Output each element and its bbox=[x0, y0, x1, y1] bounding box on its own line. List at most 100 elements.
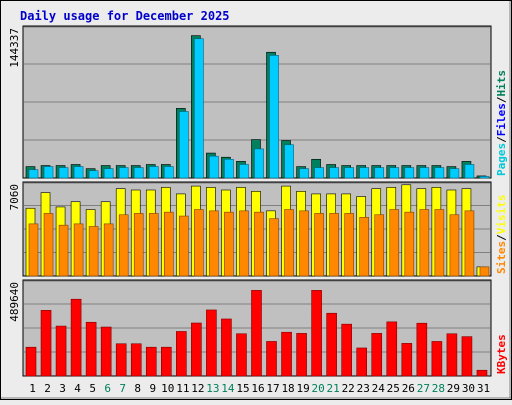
bar-sites-day-25 bbox=[389, 209, 400, 277]
bar-kbytes-day-1 bbox=[25, 346, 37, 377]
bar-files-day-4 bbox=[73, 166, 84, 179]
x-tick-label-day-29: 29 bbox=[447, 382, 460, 395]
bar-sites-day-30 bbox=[464, 210, 475, 277]
x-tick-label-day-7: 7 bbox=[119, 382, 126, 395]
bar-files-day-16 bbox=[254, 148, 264, 179]
bar-sites-day-11 bbox=[179, 215, 189, 277]
x-tick-label-day-30: 30 bbox=[462, 382, 475, 395]
x-tick-label-day-22: 22 bbox=[342, 382, 355, 395]
bar-files-day-13 bbox=[209, 155, 219, 179]
series-legend: KBytes bbox=[495, 334, 508, 374]
bar-kbytes-day-28 bbox=[431, 341, 443, 377]
legend-part: Hits bbox=[495, 70, 508, 97]
bar-sites-day-6 bbox=[103, 223, 114, 277]
bar-sites-day-20 bbox=[314, 213, 324, 277]
bar-sites-day-14 bbox=[224, 211, 234, 277]
x-tick-label-day-28: 28 bbox=[432, 382, 445, 395]
x-tick-label-day-9: 9 bbox=[149, 382, 156, 395]
bar-sites-day-31 bbox=[479, 266, 490, 277]
bar-sites-day-26 bbox=[404, 211, 415, 277]
x-tick-label-day-23: 23 bbox=[357, 382, 370, 395]
bar-kbytes-day-7 bbox=[115, 343, 127, 377]
bar-files-day-9 bbox=[148, 166, 159, 179]
bar-sites-day-16 bbox=[254, 211, 264, 277]
bar-sites-day-8 bbox=[133, 213, 144, 277]
x-tick-label-day-21: 21 bbox=[327, 382, 340, 395]
bar-files-day-14 bbox=[224, 158, 234, 179]
series-legend: Sites/Visits bbox=[495, 195, 508, 275]
bar-kbytes-day-9 bbox=[145, 346, 157, 377]
x-tick-label-day-20: 20 bbox=[312, 382, 325, 395]
legend-part: Pages bbox=[495, 143, 508, 176]
chart-title: Daily usage for December 2025 bbox=[20, 9, 230, 23]
bar-files-day-31 bbox=[479, 176, 490, 179]
bar-sites-day-27 bbox=[419, 209, 430, 277]
panel-visits-sites: 7060 Sites/Visits bbox=[8, 181, 508, 277]
bar-sites-day-5 bbox=[88, 226, 99, 277]
bar-sites-day-9 bbox=[148, 213, 159, 277]
bar-kbytes-day-16 bbox=[251, 290, 262, 377]
bar-kbytes-day-8 bbox=[130, 343, 142, 377]
bar-files-day-19 bbox=[299, 168, 309, 179]
bar-kbytes-day-23 bbox=[356, 347, 368, 377]
bar-sites-day-21 bbox=[329, 213, 339, 277]
legend-part: Visits bbox=[495, 195, 508, 235]
bar-sites-day-22 bbox=[344, 213, 354, 277]
x-tick-label-day-3: 3 bbox=[59, 382, 66, 395]
bar-sites-day-29 bbox=[449, 214, 460, 277]
x-tick-label-day-5: 5 bbox=[89, 382, 96, 395]
bar-sites-day-19 bbox=[299, 210, 309, 277]
bar-files-day-6 bbox=[103, 168, 114, 179]
bar-sites-day-17 bbox=[269, 218, 279, 277]
panel-kbytes: 489640 KBytes bbox=[8, 279, 508, 377]
bar-files-day-11 bbox=[179, 111, 189, 179]
bar-kbytes-day-19 bbox=[296, 333, 307, 377]
bar-files-day-8 bbox=[133, 167, 144, 179]
bar-kbytes-day-30 bbox=[461, 336, 473, 377]
bar-files-day-18 bbox=[284, 144, 294, 179]
bar-files-day-10 bbox=[163, 166, 174, 179]
bar-files-day-12 bbox=[194, 38, 204, 179]
bar-kbytes-day-11 bbox=[176, 331, 187, 377]
bar-sites-day-24 bbox=[374, 214, 385, 277]
x-tick-label-day-31: 31 bbox=[477, 382, 490, 395]
bar-sites-day-28 bbox=[434, 209, 445, 277]
bar-kbytes-day-29 bbox=[446, 333, 458, 377]
x-tick-label-day-25: 25 bbox=[387, 382, 400, 395]
bar-kbytes-day-13 bbox=[206, 309, 217, 377]
bar-kbytes-day-24 bbox=[371, 333, 383, 377]
bar-files-day-27 bbox=[419, 167, 430, 179]
bar-kbytes-day-25 bbox=[386, 321, 398, 377]
x-tick-label-day-10: 10 bbox=[161, 382, 174, 395]
bar-kbytes-day-5 bbox=[85, 321, 97, 377]
x-tick-label-day-2: 2 bbox=[44, 382, 51, 395]
bar-files-day-26 bbox=[404, 167, 415, 179]
legend-part: KBytes bbox=[495, 334, 508, 374]
bar-files-day-7 bbox=[118, 167, 129, 179]
bar-files-day-28 bbox=[434, 167, 445, 179]
bar-files-day-15 bbox=[239, 164, 249, 179]
legend-part: Sites bbox=[495, 241, 508, 274]
bar-files-day-3 bbox=[58, 167, 69, 179]
legend-part: Files bbox=[495, 103, 508, 136]
x-tick-label-day-27: 27 bbox=[417, 382, 430, 395]
bar-files-day-2 bbox=[43, 166, 54, 179]
bar-sites-day-4 bbox=[73, 223, 84, 277]
legend-part: / bbox=[495, 136, 508, 143]
bar-kbytes-day-15 bbox=[236, 333, 247, 377]
bar-kbytes-day-22 bbox=[341, 323, 352, 377]
bar-kbytes-day-3 bbox=[55, 325, 67, 377]
x-tick-label-day-19: 19 bbox=[296, 382, 309, 395]
bar-sites-day-13 bbox=[209, 210, 219, 277]
x-tick-label-day-14: 14 bbox=[221, 382, 235, 395]
bar-sites-day-10 bbox=[163, 211, 174, 277]
x-axis-labels: 1 2 3 4 5 6 7 8 9 10 11 12 13 14 15 16 17 18 19 20 21 22 23 24 2… bbox=[29, 382, 490, 395]
legend-part: / bbox=[495, 96, 508, 103]
x-tick-label-day-4: 4 bbox=[74, 382, 81, 395]
bar-files-day-25 bbox=[389, 167, 400, 179]
y-max-label: 7060 bbox=[8, 184, 21, 211]
bar-kbytes-day-2 bbox=[40, 310, 52, 377]
bar-kbytes-day-17 bbox=[266, 341, 277, 377]
